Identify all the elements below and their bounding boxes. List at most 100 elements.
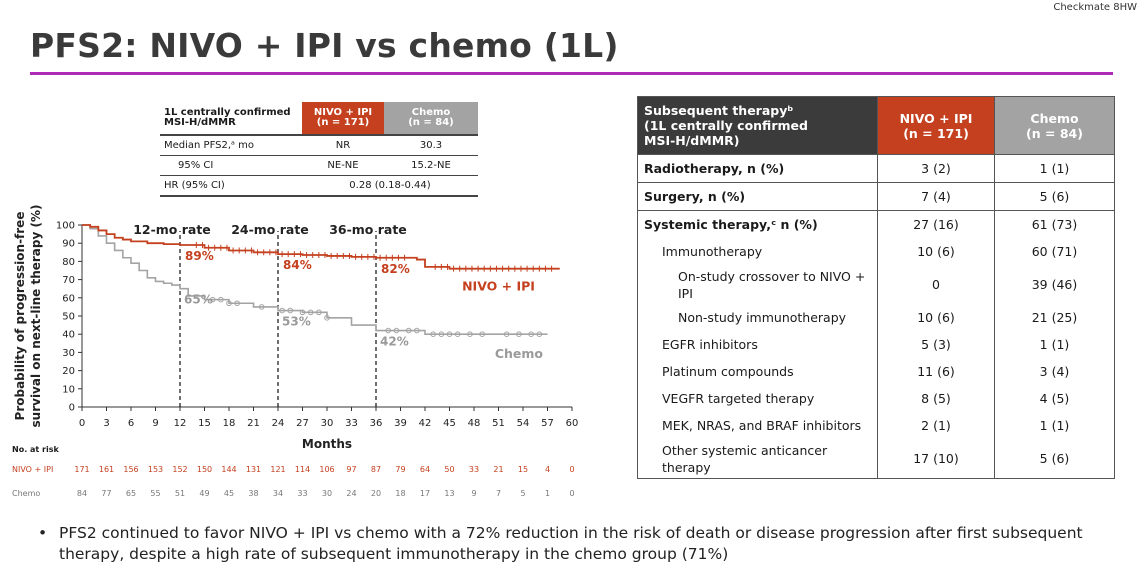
- y-axis-label: Probability of progression-free: [13, 212, 27, 421]
- risk-value-chemo: 20: [370, 489, 382, 498]
- nivo-series-label: NIVO + IPI: [462, 279, 535, 294]
- risk-value-chemo: 33: [297, 489, 308, 498]
- risk-value-chemo: 30: [321, 489, 333, 498]
- risk-value-chemo: 5: [520, 489, 526, 498]
- risk-value-chemo: 38: [248, 489, 259, 498]
- risk-value-chemo: 24: [346, 489, 357, 498]
- x-tick-label: 27: [296, 418, 309, 429]
- hr-value: 0.28 (0.18-0.44): [302, 175, 478, 197]
- row-chemo: 39 (46): [994, 265, 1115, 304]
- row-chemo: 60 (71): [994, 238, 1115, 265]
- risk-value-nivo: 15: [517, 465, 529, 474]
- efficacy-summary-table: 1L centrally confirmed MSI-H/dMMR NIVO +…: [160, 102, 478, 197]
- y-tick-label: 90: [62, 239, 75, 250]
- chemo-censor-mark: [234, 300, 240, 307]
- table-row: Radiotherapy, n (%) 3 (2) 1 (1): [637, 154, 1115, 183]
- risk-value-nivo: 33: [468, 465, 480, 474]
- ci-nivo: NE-NE: [302, 155, 384, 176]
- x-tick-label: 30: [321, 418, 334, 429]
- x-tick-label: 18: [223, 418, 236, 429]
- x-tick-label: 6: [128, 418, 134, 429]
- row-chemo: 1 (1): [994, 154, 1115, 183]
- row-label: Surgery, n (%): [637, 182, 878, 211]
- x-tick-label: 60: [566, 418, 579, 429]
- y-tick-label: 50: [62, 312, 75, 323]
- chemo-censor-mark: [226, 300, 232, 307]
- risk-value-nivo: 114: [294, 465, 311, 474]
- nivo-rate-label: 82%: [381, 262, 410, 276]
- ci-chemo: 15.2-NE: [384, 155, 478, 176]
- x-tick-label: 48: [468, 418, 481, 429]
- row-chemo: 5 (6): [994, 182, 1115, 211]
- risk-value-nivo: 144: [221, 465, 237, 474]
- chemo-censor-mark: [316, 309, 322, 316]
- chemo-censor-mark: [454, 331, 461, 337]
- y-tick-label: 40: [62, 330, 75, 341]
- table-row: On-study crossover to NIVO + IPI 0 39 (4…: [637, 265, 1115, 304]
- risk-value-nivo: 4: [544, 465, 551, 474]
- risk-value-chemo: 84: [76, 489, 88, 498]
- x-tick-label: 57: [541, 418, 554, 429]
- x-tick-label: 39: [394, 418, 407, 429]
- y-tick-label: 0: [69, 403, 75, 414]
- x-tick-label: 21: [247, 418, 260, 429]
- chemo-rate-label: 53%: [282, 315, 311, 329]
- x-tick-label: 33: [345, 418, 358, 429]
- risk-value-nivo: 21: [493, 465, 504, 474]
- row-label: VEGFR targeted therapy: [637, 385, 878, 412]
- row-nivo: 0: [877, 265, 995, 304]
- chemo-censor-mark: [324, 315, 330, 321]
- row-chemo: 1 (1): [994, 331, 1115, 358]
- row-label: Immunotherapy: [637, 238, 878, 265]
- x-tick-label: 51: [492, 418, 505, 429]
- row-chemo: 21 (25): [994, 304, 1115, 331]
- landmark-label: 12-mo rate: [133, 222, 211, 237]
- slide-title: PFS2: NIVO + IPI vs chemo (1L): [30, 26, 619, 65]
- table-row: Immunotherapy 10 (6) 60 (71): [637, 238, 1115, 265]
- risk-value-nivo: 64: [419, 465, 431, 474]
- x-tick-label: 42: [419, 418, 432, 429]
- table-row: Systemic therapy,ᶜ n (%) 27 (16) 61 (73): [637, 210, 1115, 238]
- risk-value-chemo: 13: [444, 489, 455, 498]
- subsequent-header-nivo: NIVO + IPI (n = 171): [877, 96, 995, 155]
- risk-value-chemo: 17: [419, 489, 431, 498]
- y-tick-label: 20: [62, 366, 75, 377]
- x-tick-label: 24: [272, 418, 285, 429]
- row-nivo: 7 (4): [877, 182, 995, 211]
- table-row: Surgery, n (%) 7 (4) 5 (6): [637, 182, 1115, 211]
- table-row: Non-study immunotherapy 10 (6) 21 (25): [637, 304, 1115, 331]
- risk-value-nivo: 87: [370, 465, 382, 474]
- row-label: Radiotherapy, n (%): [637, 154, 878, 183]
- risk-value-chemo: 7: [495, 489, 502, 498]
- table-row: Other systemic anticancer therapy 17 (10…: [637, 439, 1115, 479]
- row-nivo: 10 (6): [877, 238, 995, 265]
- x-tick-label: 9: [152, 418, 158, 429]
- risk-value-nivo: 121: [270, 465, 286, 474]
- row-label: Systemic therapy,ᶜ n (%): [637, 210, 878, 238]
- row-nivo: 10 (6): [877, 304, 995, 331]
- risk-value-chemo: 51: [174, 489, 186, 498]
- title-divider: [30, 72, 1113, 75]
- chemo-censor-mark: [299, 309, 306, 316]
- x-tick-label: 36: [370, 418, 383, 429]
- y-tick-label: 60: [62, 293, 75, 304]
- bullet-dot: •: [38, 524, 48, 542]
- x-tick-label: 3: [103, 418, 109, 429]
- risk-value-nivo: 156: [123, 465, 139, 474]
- risk-value-chemo: 77: [101, 489, 112, 498]
- risk-value-chemo: 49: [199, 489, 210, 498]
- chemo-censor-mark: [516, 331, 522, 337]
- row-label: On-study crossover to NIVO + IPI: [637, 265, 878, 304]
- row-nivo: 8 (5): [877, 385, 995, 412]
- hr-label: HR (95% CI): [160, 175, 302, 197]
- row-chemo: 3 (4): [994, 358, 1115, 385]
- x-tick-label: 0: [79, 418, 85, 429]
- chemo-censor-mark: [438, 331, 445, 337]
- chemo-censor-mark: [258, 304, 265, 310]
- risk-value-nivo: 0: [569, 465, 575, 474]
- population-label: 1L centrally confirmed MSI-H/dMMR: [160, 102, 302, 136]
- nivo-curve: [82, 224, 560, 270]
- x-tick-label: 54: [517, 418, 530, 429]
- row-label: Platinum compounds: [637, 358, 878, 385]
